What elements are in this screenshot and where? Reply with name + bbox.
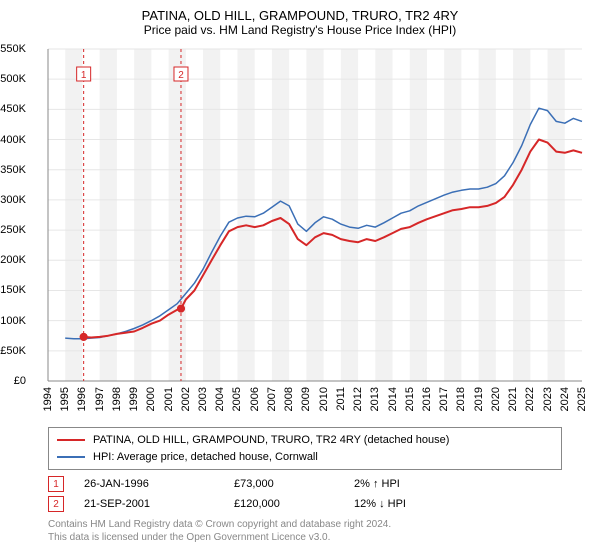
y-tick-label: £0	[14, 375, 26, 387]
chart-svg: 12	[30, 41, 590, 421]
transaction-price: £120,000	[234, 498, 354, 510]
svg-text:1: 1	[81, 70, 87, 81]
x-tick-label: 2007	[266, 387, 278, 411]
x-tick-label: 2009	[300, 387, 312, 411]
y-tick-label: £100K	[0, 315, 26, 327]
y-tick-label: £300K	[0, 194, 26, 206]
x-tick-label: 2024	[559, 387, 571, 411]
y-tick-label: £450K	[0, 103, 26, 115]
x-tick-label: 2020	[490, 387, 502, 411]
x-tick-label: 2014	[387, 387, 399, 411]
x-tick-label: 2010	[318, 387, 330, 411]
legend-label: PATINA, OLD HILL, GRAMPOUND, TRURO, TR2 …	[93, 432, 449, 449]
footer-line-1: Contains HM Land Registry data © Crown c…	[48, 518, 600, 531]
x-tick-label: 2012	[352, 387, 364, 411]
y-tick-label: £400K	[0, 134, 26, 146]
transaction-marker: 1	[48, 476, 64, 492]
legend-row: HPI: Average price, detached house, Corn…	[57, 449, 553, 466]
legend-swatch	[57, 456, 85, 458]
transaction-marker: 2	[48, 496, 64, 512]
x-tick-label: 2021	[507, 387, 519, 411]
x-tick-label: 2018	[455, 387, 467, 411]
x-tick-label: 2022	[524, 387, 536, 411]
svg-text:2: 2	[178, 70, 184, 81]
x-tick-label: 2019	[473, 387, 485, 411]
x-tick-label: 1997	[94, 387, 106, 411]
x-tick-label: 2006	[249, 387, 261, 411]
y-tick-label: £150K	[0, 284, 26, 296]
chart-subtitle: Price paid vs. HM Land Registry's House …	[0, 23, 600, 37]
legend-label: HPI: Average price, detached house, Corn…	[93, 449, 318, 466]
x-tick-label: 2023	[542, 387, 554, 411]
x-tick-label: 1995	[59, 387, 71, 411]
x-tick-label: 2013	[369, 387, 381, 411]
x-tick-label: 1996	[76, 387, 88, 411]
x-tick-label: 2001	[163, 387, 175, 411]
legend-swatch	[57, 439, 85, 441]
legend: PATINA, OLD HILL, GRAMPOUND, TRURO, TR2 …	[48, 427, 562, 470]
y-tick-label: £250K	[0, 224, 26, 236]
x-tick-label: 2005	[231, 387, 243, 411]
transaction-row: 1 26-JAN-1996£73,0002% ↑ HPI	[48, 474, 600, 494]
x-tick-label: 2003	[197, 387, 209, 411]
x-tick-label: 1998	[111, 387, 123, 411]
x-tick-label: 2016	[421, 387, 433, 411]
transactions-table: 1 26-JAN-1996£73,0002% ↑ HPI 2 21-SEP-2001£…	[48, 474, 600, 514]
transaction-delta: 2% ↑ HPI	[354, 478, 474, 490]
x-tick-label: 2011	[335, 387, 347, 411]
y-tick-label: £350K	[0, 164, 26, 176]
x-tick-label: 2002	[180, 387, 192, 411]
footer-line-2: This data is licensed under the Open Gov…	[48, 531, 600, 544]
y-tick-label: £550K	[0, 43, 26, 55]
x-tick-label: 2025	[576, 387, 588, 411]
chart-title: PATINA, OLD HILL, GRAMPOUND, TRURO, TR2 …	[0, 0, 600, 23]
x-tick-label: 2015	[404, 387, 416, 411]
x-tick-label: 2017	[438, 387, 450, 411]
chart-container: PATINA, OLD HILL, GRAMPOUND, TRURO, TR2 …	[0, 0, 600, 560]
x-tick-label: 2000	[145, 387, 157, 411]
transaction-date: 26-JAN-1996	[84, 478, 234, 490]
transaction-date: 21-SEP-2001	[84, 498, 234, 510]
chart-plot-area: 12 1994199519961997199819992000200120022…	[30, 41, 590, 421]
x-tick-label: 1999	[128, 387, 140, 411]
footer-attribution: Contains HM Land Registry data © Crown c…	[48, 518, 600, 544]
y-tick-label: £500K	[0, 73, 26, 85]
y-tick-label: £200K	[0, 254, 26, 266]
transaction-row: 2 21-SEP-2001£120,00012% ↓ HPI	[48, 494, 600, 514]
legend-row: PATINA, OLD HILL, GRAMPOUND, TRURO, TR2 …	[57, 432, 553, 449]
x-tick-label: 2008	[283, 387, 295, 411]
y-tick-label: £50K	[0, 345, 26, 357]
x-tick-label: 1994	[42, 387, 54, 411]
x-tick-label: 2004	[214, 387, 226, 411]
transaction-price: £73,000	[234, 478, 354, 490]
transaction-delta: 12% ↓ HPI	[354, 498, 474, 510]
